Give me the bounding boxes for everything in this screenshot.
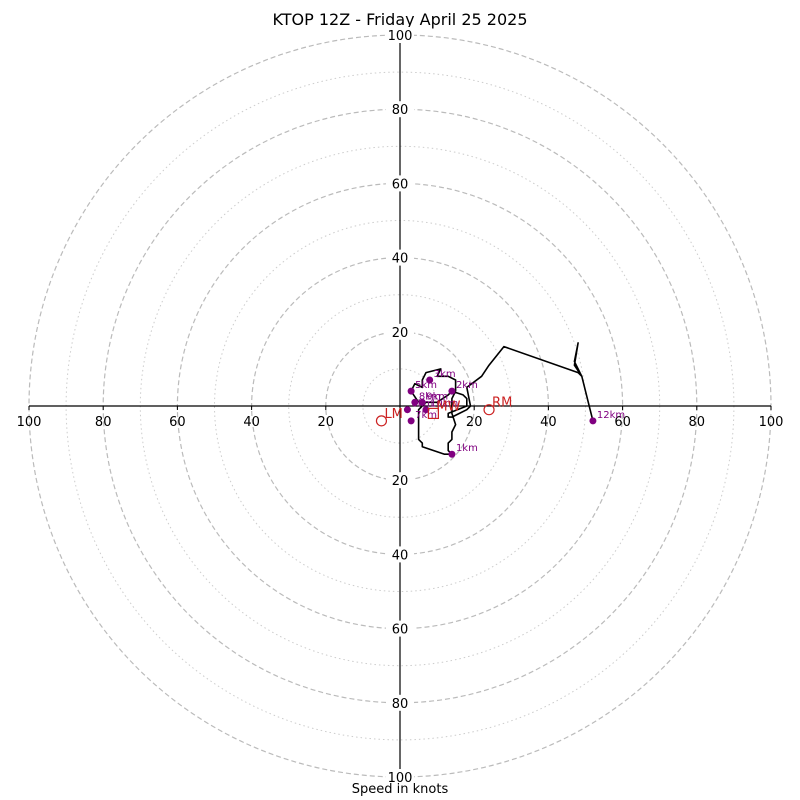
y-tick-label: 20 (392, 474, 409, 489)
chart-title: KTOP 12Z - Friday April 25 2025 (272, 10, 528, 29)
height-marker-point (403, 406, 411, 414)
height-marker-label: 8km (419, 391, 441, 402)
x-tick-label: 40 (540, 415, 557, 430)
y-tick-label-bg (386, 620, 414, 637)
y-tick-label: 80 (392, 697, 409, 712)
height-marker-point (418, 398, 426, 406)
storm-motion-label: MW (436, 399, 460, 414)
height-marker-point (448, 387, 456, 395)
height-marker-label: 9km (426, 391, 448, 402)
storm-motion-marker (427, 407, 439, 420)
storm-motion-label: RM (492, 396, 512, 411)
y-tick-label-bg (386, 249, 414, 266)
x-tick-label: 20 (466, 415, 483, 430)
height-marker-point (407, 387, 415, 395)
storm-motion-marker (483, 404, 495, 416)
height-marker-label: 5km (415, 380, 437, 391)
x-tick-label: 40 (243, 415, 260, 430)
x-tick-label: 100 (17, 415, 42, 430)
height-marker-point (411, 398, 419, 406)
height-marker-point (407, 417, 415, 425)
y-tick-label: 100 (388, 29, 413, 44)
y-tick-label-bg (386, 175, 414, 192)
height-marker-point (448, 450, 456, 458)
y-tick-label-bg (386, 769, 414, 785)
height-marker-label: 7km (415, 410, 437, 421)
storm-motion-label: LM (384, 407, 402, 422)
height-marker-point (426, 376, 434, 384)
x-tick-label: 100 (759, 415, 784, 430)
y-tick-label-bg (386, 546, 414, 563)
y-tick-label-bg (386, 472, 414, 489)
y-tick-label-bg (386, 694, 414, 711)
x-tick-label: 20 (318, 415, 335, 430)
y-tick-label: 80 (392, 103, 409, 118)
height-marker-label: 3km (434, 369, 456, 380)
y-tick-label-bg (386, 323, 414, 340)
height-marker-label: 12km (597, 410, 625, 421)
storm-motion-marker (375, 415, 388, 427)
y-tick-label-bg (386, 101, 414, 118)
height-marker-point (589, 417, 597, 425)
y-tick-label: 40 (392, 548, 409, 563)
y-tick-label-bg (386, 27, 414, 43)
x-tick-label: 80 (95, 415, 112, 430)
y-tick-label: 60 (392, 177, 409, 192)
y-tick-label: 100 (388, 771, 413, 786)
height-marker-label: 2km (456, 380, 478, 391)
height-marker-point (422, 406, 430, 414)
y-tick-label: 60 (392, 623, 409, 638)
x-axis-label: Speed in knots (351, 782, 449, 797)
height-marker-label: 10km (430, 399, 458, 410)
x-tick-label: 60 (169, 415, 186, 430)
height-marker-label: 1km (456, 443, 478, 454)
y-tick-label: 40 (392, 252, 409, 267)
y-tick-label: 20 (392, 326, 409, 341)
hodograph-trace (410, 342, 594, 456)
x-tick-label: 60 (614, 415, 631, 430)
x-tick-label: 80 (689, 415, 706, 430)
